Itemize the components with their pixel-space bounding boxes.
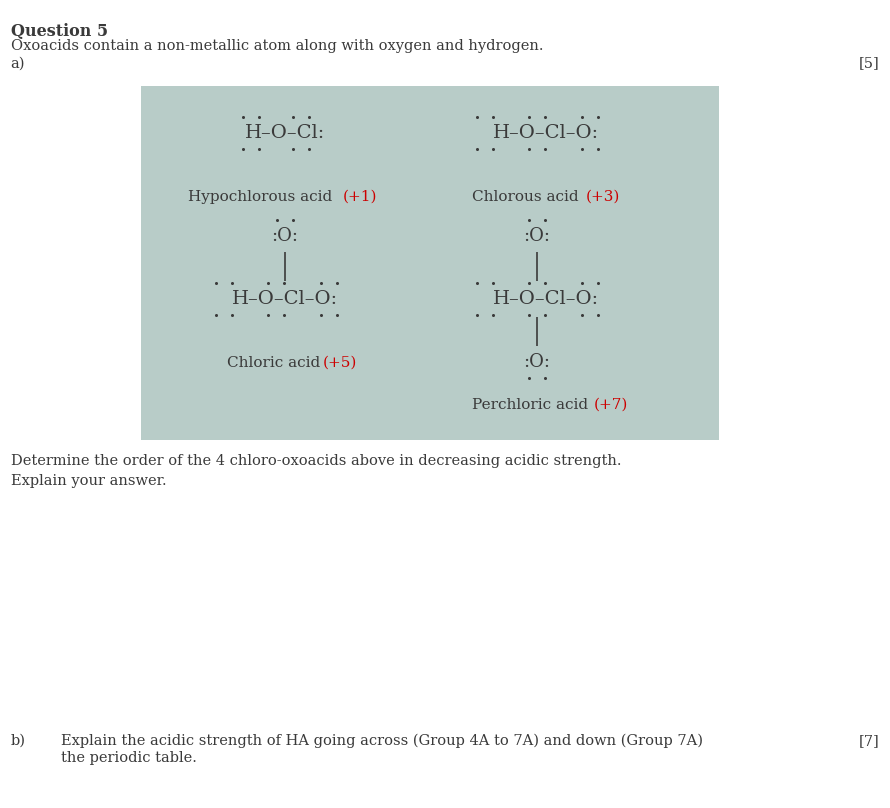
Text: :O:: :O: bbox=[523, 227, 550, 245]
Text: :O:: :O: bbox=[523, 353, 550, 371]
Text: b): b) bbox=[11, 734, 26, 747]
FancyBboxPatch shape bbox=[141, 86, 719, 440]
Text: H–O–Cl–O:: H–O–Cl–O: bbox=[492, 124, 599, 142]
Text: Determine the order of the 4 chloro-oxoacids above in decreasing acidic strength: Determine the order of the 4 chloro-oxoa… bbox=[11, 454, 621, 488]
Text: the periodic table.: the periodic table. bbox=[61, 751, 197, 765]
Text: a): a) bbox=[11, 57, 25, 70]
Text: (+3): (+3) bbox=[587, 190, 620, 204]
Text: [7]: [7] bbox=[859, 734, 879, 747]
Text: (+7): (+7) bbox=[594, 398, 627, 411]
Text: H–O–Cl:: H–O–Cl: bbox=[245, 124, 325, 142]
Text: (+1): (+1) bbox=[344, 190, 377, 204]
Text: :O:: :O: bbox=[271, 227, 298, 245]
Text: Oxoacids contain a non-metallic atom along with oxygen and hydrogen.: Oxoacids contain a non-metallic atom alo… bbox=[11, 39, 543, 53]
Text: [5]: [5] bbox=[859, 57, 879, 70]
Text: (+5): (+5) bbox=[323, 356, 357, 369]
Text: Chloric acid: Chloric acid bbox=[227, 356, 325, 369]
Text: H–O–Cl–O:: H–O–Cl–O: bbox=[231, 290, 338, 308]
Text: Perchloric acid: Perchloric acid bbox=[472, 398, 593, 411]
Text: Hypochlorous acid: Hypochlorous acid bbox=[188, 190, 337, 204]
Text: Question 5: Question 5 bbox=[11, 23, 108, 40]
Text: Chlorous acid: Chlorous acid bbox=[472, 190, 584, 204]
Text: H–O–Cl–O:: H–O–Cl–O: bbox=[492, 290, 599, 308]
Text: Explain the acidic strength of HA going across (Group 4A to 7A) and down (Group : Explain the acidic strength of HA going … bbox=[61, 734, 702, 748]
